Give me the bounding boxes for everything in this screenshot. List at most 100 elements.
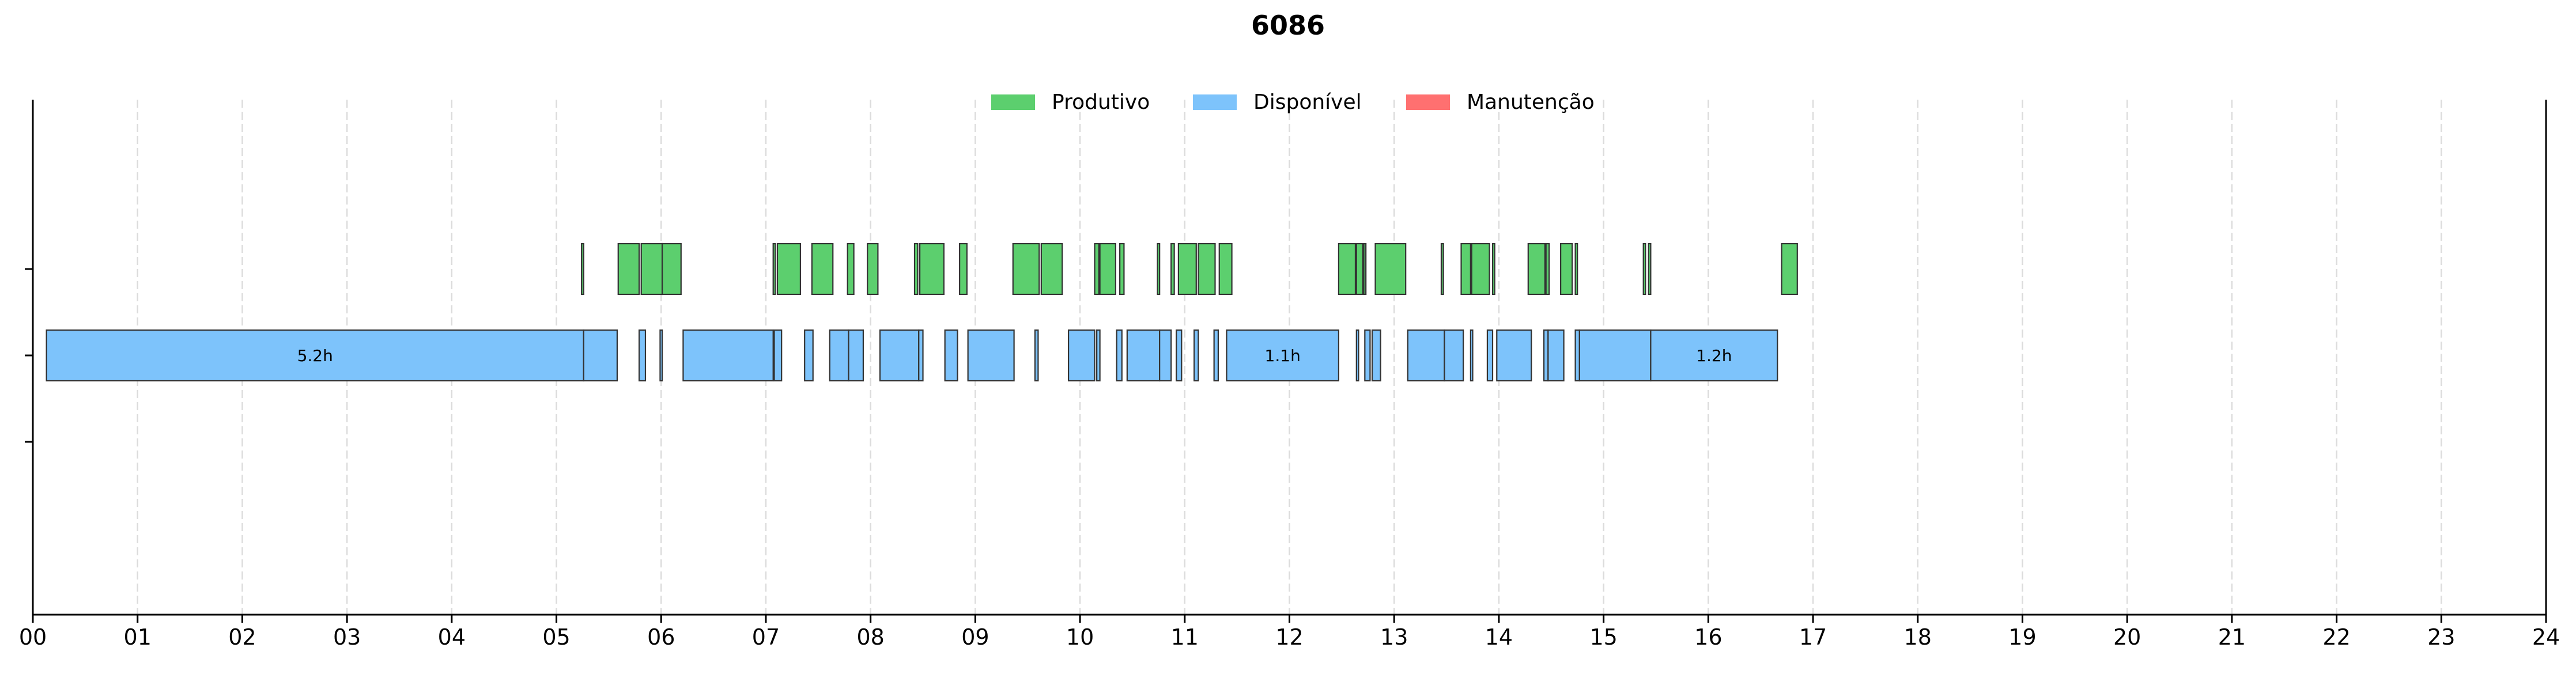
timeline-bar [1642,243,1646,296]
x-tick-label: 04 [438,624,466,650]
timeline-bar [1444,329,1464,382]
x-tick-label: 15 [1589,624,1617,650]
timeline-bar [829,329,849,382]
timeline-bar [1094,243,1100,296]
x-tick-label: 12 [1275,624,1303,650]
timeline-bar [1363,243,1367,296]
x-tick-label: 05 [542,624,570,650]
legend-label: Produtivo [1052,90,1150,114]
timeline-bar [1471,243,1490,296]
x-tick-label: 17 [1799,624,1827,650]
x-tick-label: 10 [1066,624,1094,650]
timeline-bar [1547,329,1565,382]
timeline-bar [1650,329,1778,382]
x-tick-label: 11 [1171,624,1199,650]
timeline-bar [1407,329,1445,382]
chart-title: 6086 [1251,10,1325,41]
x-tick-label: 13 [1380,624,1408,650]
timeline-bar [1374,243,1407,296]
bars-layer [46,243,1798,382]
timeline-bar [1460,243,1471,296]
x-tick-label: 00 [19,624,47,650]
timeline-bar [913,243,919,296]
bar-labels-layer: 5.2h 1.1h 1.2h [297,346,1732,365]
timeline-bar [1177,243,1197,296]
timeline-bar [617,243,640,296]
timeline-bar [1099,243,1116,296]
timeline-bar [919,243,945,296]
timeline-bar [583,329,618,382]
timeline-bar [867,243,879,296]
timeline-bar [1159,329,1172,382]
timeline-bar [1119,243,1125,296]
x-tick-label: 08 [856,624,884,650]
x-tick-label: 20 [2113,624,2141,650]
legend-swatch [991,94,1035,110]
timeline-bar [1371,329,1381,382]
timeline-bar [776,243,802,296]
x-tick-label: 06 [647,624,675,650]
legend-swatch [1193,94,1237,110]
timeline-bar [1491,243,1495,296]
timeline-bar [959,243,968,296]
timeline-bar [1176,329,1183,382]
timeline-bar [848,329,864,382]
legend-label: Disponível [1253,90,1362,114]
timeline-bar [879,329,920,382]
x-tick-label: 03 [333,624,361,650]
x-tick-label: 24 [2532,624,2560,650]
timeline-bar [1034,329,1039,382]
x-tick-label: 02 [228,624,256,650]
axes-layer: 00 01 02 03 04 05 06 07 08 09 10 11 12 13 14 15 16 17 18 19… [19,100,2560,650]
timeline-bar [1012,243,1040,296]
timeline-bar [1226,329,1340,382]
x-tick-label: 09 [961,624,989,650]
timeline-bar [659,329,663,382]
timeline-bar [682,329,774,382]
timeline-bar [1440,243,1444,296]
x-tick-label: 21 [2218,624,2246,650]
x-tick-label: 19 [2008,624,2036,650]
timeline-bar [1496,329,1532,382]
bar-duration-label: 1.1h [1265,346,1301,365]
timeline-bar [581,243,584,296]
timeline-bar [1560,243,1573,296]
bar-duration-label: 5.2h [297,346,333,365]
timeline-bar [967,329,1015,382]
timeline-bar [1470,329,1474,382]
timeline-bar [640,243,663,296]
timeline-bar [1574,243,1578,296]
timeline-bar [811,243,834,296]
timeline-bar [847,243,855,296]
timeline-bar [772,243,776,296]
timeline-bar [1067,329,1096,382]
timeline-bar [1781,243,1798,296]
timeline-bar [1545,243,1550,296]
x-tick-label: 16 [1694,624,1722,650]
timeline-bar [1157,243,1161,296]
timeline-bar [1040,243,1063,296]
timeline-bar [1198,243,1216,296]
x-tick-label: 14 [1485,624,1513,650]
timeline-bar [1364,329,1371,382]
timeline-bar [46,329,584,382]
timeline-bar [944,329,958,382]
timeline-bar [1338,243,1357,296]
timeline-bar [661,243,682,296]
timeline-bar [1193,329,1199,382]
x-tick-label: 23 [2427,624,2455,650]
timeline-bar [638,329,647,382]
x-tick-label: 18 [1904,624,1932,650]
timeline-bar [804,329,814,382]
timeline-bar [1648,243,1652,296]
x-tick-label: 22 [2322,624,2350,650]
timeline-bar [1096,329,1101,382]
timeline-bar [1116,329,1123,382]
timeline-bar [918,329,924,382]
legend-label: Manutenção [1467,90,1595,114]
timeline-bar [1218,243,1233,296]
legend-swatch [1406,94,1450,110]
bar-duration-label: 1.2h [1696,346,1732,365]
